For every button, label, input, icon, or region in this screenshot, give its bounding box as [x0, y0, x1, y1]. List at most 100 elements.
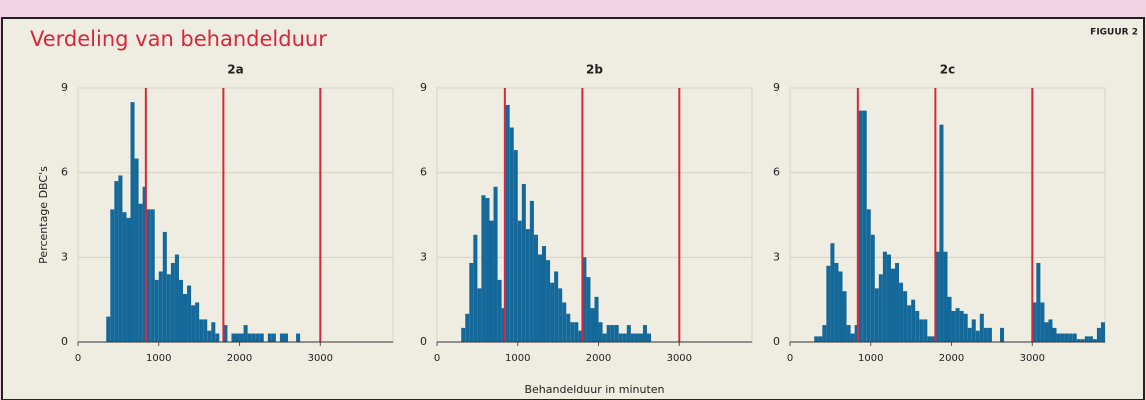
figure-label: FIGUUR 2: [1090, 28, 1138, 38]
chart-title: 2c: [940, 63, 955, 77]
bar: [874, 288, 879, 342]
bar: [542, 246, 547, 342]
bar: [525, 229, 530, 342]
bar: [513, 150, 518, 342]
x-tick-label: 1000: [858, 353, 883, 364]
bar: [842, 291, 847, 342]
bar: [634, 333, 639, 342]
bar: [610, 325, 615, 342]
bar: [477, 288, 482, 342]
bar: [473, 234, 478, 342]
bar: [1084, 336, 1089, 342]
bar: [203, 319, 208, 342]
bar: [598, 322, 603, 342]
bar: [550, 282, 555, 342]
bar: [574, 322, 579, 342]
x-tick-label: 2000: [227, 353, 252, 364]
bar: [570, 322, 575, 342]
bar: [183, 294, 188, 342]
bar: [118, 175, 123, 342]
bar: [647, 333, 652, 342]
bar: [1064, 333, 1069, 342]
bar: [255, 333, 260, 342]
bar: [971, 319, 976, 342]
bar: [818, 336, 823, 342]
bar: [911, 299, 916, 342]
bar: [830, 243, 835, 342]
bar: [529, 200, 534, 342]
x-tick-label: 2000: [939, 353, 964, 364]
y-tick-label: 6: [61, 166, 68, 179]
bar: [493, 186, 498, 342]
bar: [915, 310, 920, 342]
bar: [850, 333, 855, 342]
bar: [134, 158, 139, 342]
bar: [251, 333, 256, 342]
bar: [138, 203, 143, 342]
bar: [267, 333, 272, 342]
bar: [927, 336, 932, 342]
x-axis-label: Behandelduur in minuten: [524, 383, 664, 396]
bar: [1044, 322, 1049, 342]
bar: [886, 254, 891, 342]
bar: [1088, 336, 1093, 342]
y-tick-label: 0: [61, 335, 68, 348]
bar: [126, 217, 131, 342]
chart-title: 2b: [586, 63, 603, 77]
y-tick-label: 9: [420, 81, 427, 94]
bar: [983, 327, 988, 342]
bar: [614, 325, 619, 342]
bar: [822, 325, 827, 342]
bar: [903, 291, 908, 342]
bar: [1048, 319, 1053, 342]
bar: [485, 198, 490, 342]
bar: [533, 234, 538, 342]
bar: [243, 325, 248, 342]
bar: [602, 333, 607, 342]
bar: [158, 271, 163, 342]
bar: [1096, 327, 1101, 342]
bar: [947, 296, 952, 342]
bar: [247, 333, 252, 342]
bar: [489, 220, 494, 342]
bar: [935, 251, 940, 342]
bar: [959, 310, 964, 342]
bar: [235, 333, 240, 342]
bar: [878, 274, 883, 342]
bar: [1076, 339, 1081, 342]
bar: [114, 181, 119, 342]
bar: [862, 110, 867, 342]
bar: [866, 209, 871, 342]
bar: [150, 209, 155, 342]
bar: [626, 325, 631, 342]
bar: [562, 302, 567, 342]
bar: [858, 110, 863, 342]
bar: [146, 209, 151, 342]
bar: [963, 313, 968, 342]
bar: [955, 308, 960, 342]
bar: [481, 195, 486, 342]
bar: [110, 209, 115, 342]
bar: [1060, 333, 1065, 342]
bar: [223, 325, 228, 342]
bar: [191, 305, 196, 342]
y-tick-label: 0: [773, 335, 780, 348]
bar: [465, 313, 470, 342]
x-tick-label: 3000: [667, 353, 692, 364]
bar: [509, 127, 514, 342]
bar: [870, 234, 875, 342]
bar: [943, 251, 948, 342]
bar: [199, 319, 204, 342]
y-tick-label: 0: [420, 335, 427, 348]
bar: [834, 262, 839, 342]
y-tick-label: 9: [773, 81, 780, 94]
bar: [162, 231, 167, 342]
bar: [1032, 302, 1037, 342]
bar: [919, 319, 924, 342]
bar: [618, 333, 623, 342]
bar: [594, 296, 599, 342]
bar: [505, 104, 510, 342]
bar: [178, 279, 183, 342]
bar: [231, 333, 236, 342]
panel: [1, 17, 1145, 400]
